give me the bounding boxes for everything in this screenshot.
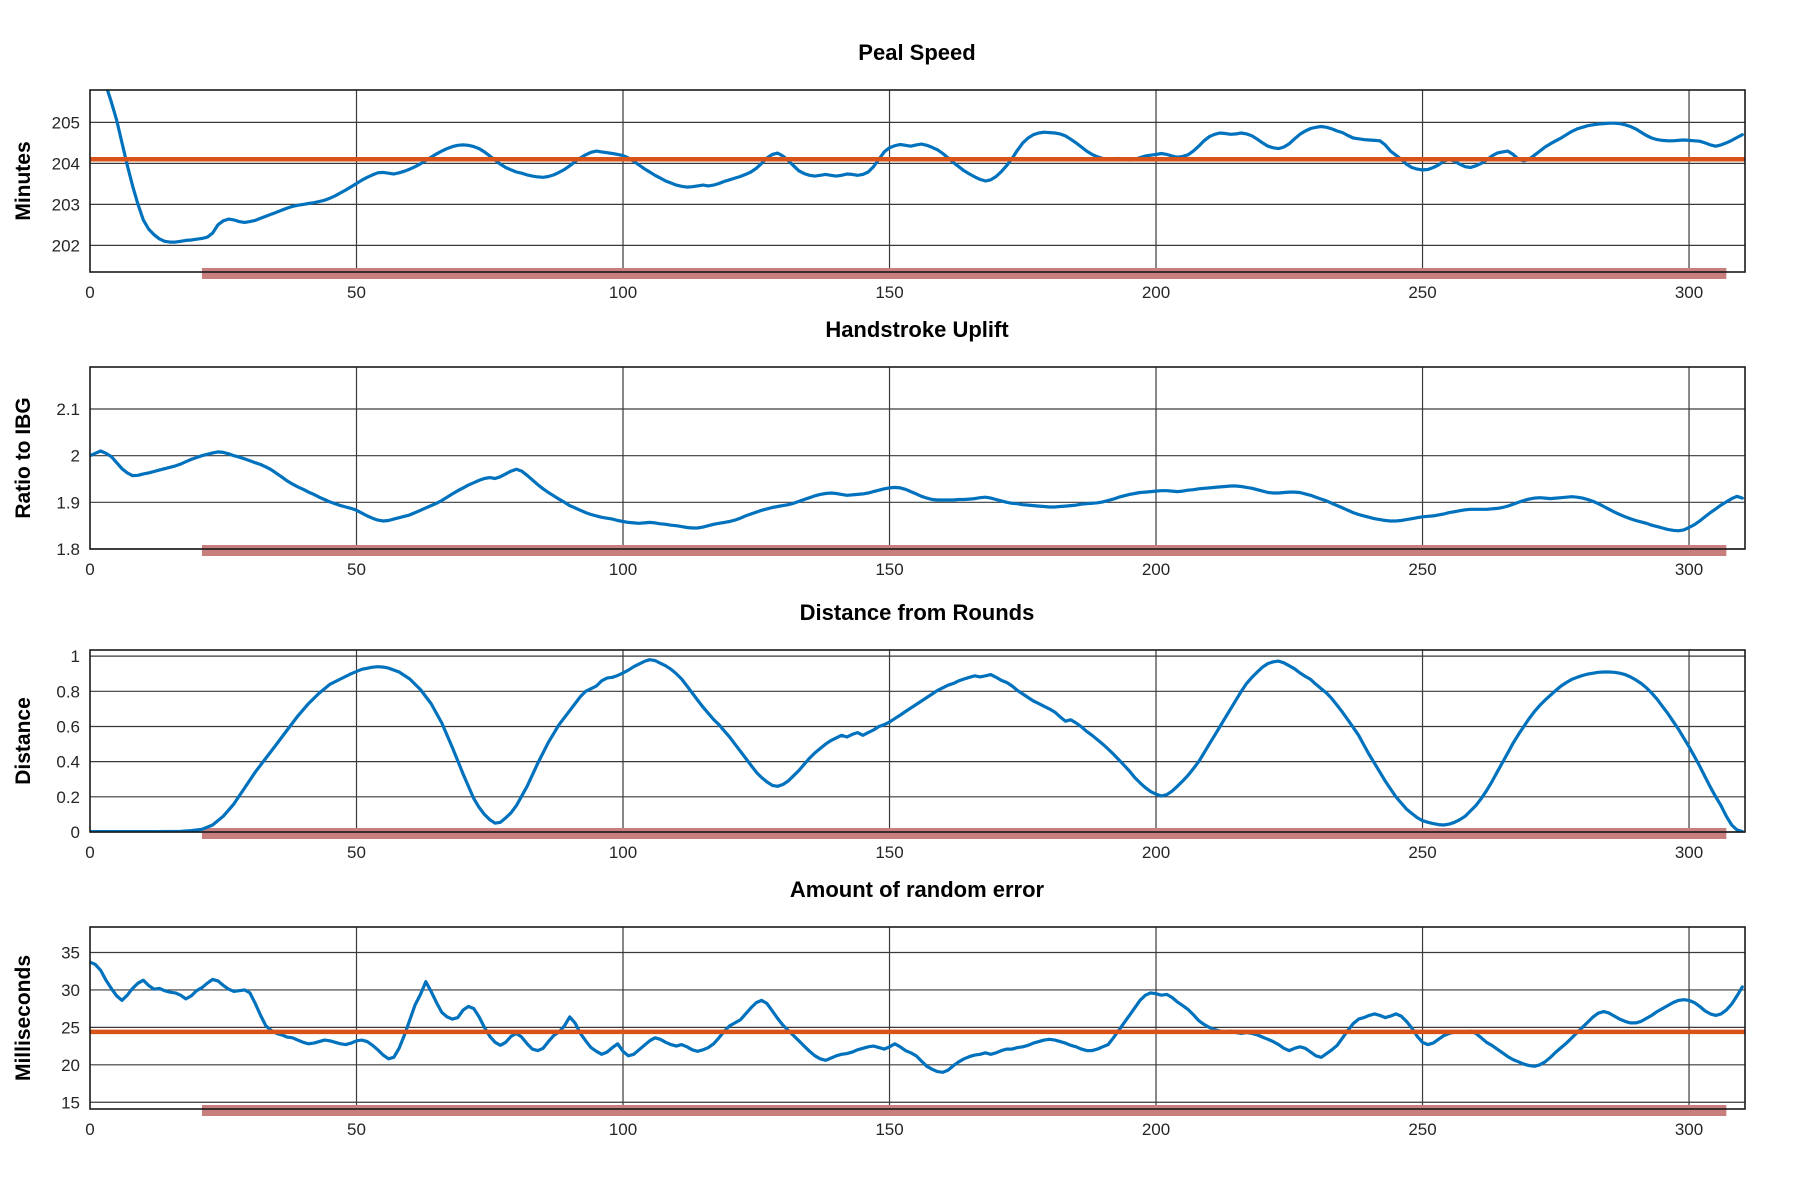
y-tick-label: 25 [61, 1018, 80, 1037]
highlight-bar [201, 545, 1727, 556]
chart-distance-from-rounds: Distance from Rounds Distance 0 0.2 0.4 0.6… [12, 600, 1746, 862]
x-tick-label: 100 [609, 1120, 637, 1139]
x-tick-label: 250 [1408, 843, 1436, 862]
chart-peal-speed: Peal Speed Minutes 202 203 204 205 0 50 100 150… [12, 40, 1746, 302]
x-tick-label: 0 [85, 843, 94, 862]
y-tick-label: 0 [71, 823, 80, 842]
series-line [105, 90, 1744, 244]
x-tick-label: 50 [347, 283, 366, 302]
plot-area: 0 0.2 0.4 0.6 0.8 1 0 50 100 150 200 250 300 [56, 647, 1746, 862]
y-tick-label: 2 [71, 447, 80, 466]
plot-background [90, 90, 1745, 272]
y-tick-label: 1 [71, 647, 80, 666]
y-tick-label: 0.6 [56, 717, 80, 736]
chart-title: Peal Speed [858, 40, 975, 65]
x-tick-label: 250 [1408, 1120, 1436, 1139]
plot-background [90, 367, 1745, 549]
y-tick-label: 20 [61, 1056, 80, 1075]
chart-title: Distance from Rounds [800, 600, 1035, 625]
x-tick-label: 150 [875, 283, 903, 302]
highlight-bar [201, 828, 1727, 839]
chart-handstroke-uplift: Handstroke Uplift Ratio to IBG 1.8 1.9 2 2.… [12, 317, 1746, 579]
y-tick-label: 35 [61, 943, 80, 962]
x-tick-label: 150 [875, 560, 903, 579]
plot-area: 202 203 204 205 0 50 100 150 200 250 300 [52, 89, 1746, 302]
x-tick-label: 250 [1408, 283, 1436, 302]
x-tick-label: 100 [609, 843, 637, 862]
x-tick-label: 200 [1142, 843, 1170, 862]
x-tick-label: 150 [875, 843, 903, 862]
chart-amount-of-random-error: Amount of random error Milliseconds 15 20… [12, 877, 1746, 1139]
x-tick-label: 200 [1142, 560, 1170, 579]
y-tick-label: 30 [61, 981, 80, 1000]
y-axis-label: Distance [12, 697, 35, 785]
y-tick-label: 0.8 [56, 682, 80, 701]
x-tick-label: 50 [347, 843, 366, 862]
y-tick-label: 0.4 [56, 753, 80, 772]
series-line [90, 658, 1744, 832]
x-tick-label: 0 [85, 560, 94, 579]
y-axis-label: Minutes [12, 141, 35, 220]
highlight-bar [201, 268, 1727, 279]
axis-box [89, 649, 1746, 833]
y-axis-label: Ratio to IBG [12, 397, 35, 518]
axis-box [89, 89, 1746, 273]
y-tick-label: 0.2 [56, 788, 80, 807]
chart-title: Handstroke Uplift [825, 317, 1009, 342]
series-line [90, 449, 1744, 533]
x-tick-label: 300 [1675, 560, 1703, 579]
y-tick-label: 204 [52, 154, 80, 173]
plot-area: 15 20 25 30 35 0 50 100 150 200 250 300 [61, 926, 1746, 1139]
x-tick-label: 250 [1408, 560, 1436, 579]
plot-background [90, 650, 1745, 832]
y-axis-label: Milliseconds [12, 955, 35, 1081]
plot-area: 1.8 1.9 2 2.1 0 50 100 150 200 250 300 [56, 366, 1746, 579]
x-tick-label: 50 [347, 1120, 366, 1139]
plot-background [90, 927, 1745, 1109]
x-tick-label: 300 [1675, 1120, 1703, 1139]
y-tick-label: 205 [52, 113, 80, 132]
y-tick-label: 202 [52, 236, 80, 255]
x-tick-label: 200 [1142, 1120, 1170, 1139]
x-tick-label: 300 [1675, 283, 1703, 302]
axis-box [89, 366, 1746, 550]
y-tick-label: 1.8 [56, 540, 80, 559]
y-tick-label: 2.1 [56, 400, 80, 419]
y-tick-label: 203 [52, 195, 80, 214]
x-tick-label: 100 [609, 283, 637, 302]
axis-box [89, 926, 1746, 1110]
chart-title: Amount of random error [790, 877, 1045, 902]
x-tick-label: 0 [85, 1120, 94, 1139]
highlight-bar [201, 1105, 1727, 1116]
x-tick-label: 200 [1142, 283, 1170, 302]
x-tick-label: 100 [609, 560, 637, 579]
y-tick-label: 15 [61, 1093, 80, 1112]
x-tick-label: 300 [1675, 843, 1703, 862]
x-tick-label: 150 [875, 1120, 903, 1139]
x-tick-label: 50 [347, 560, 366, 579]
x-tick-label: 0 [85, 283, 94, 302]
y-tick-label: 1.9 [56, 493, 80, 512]
